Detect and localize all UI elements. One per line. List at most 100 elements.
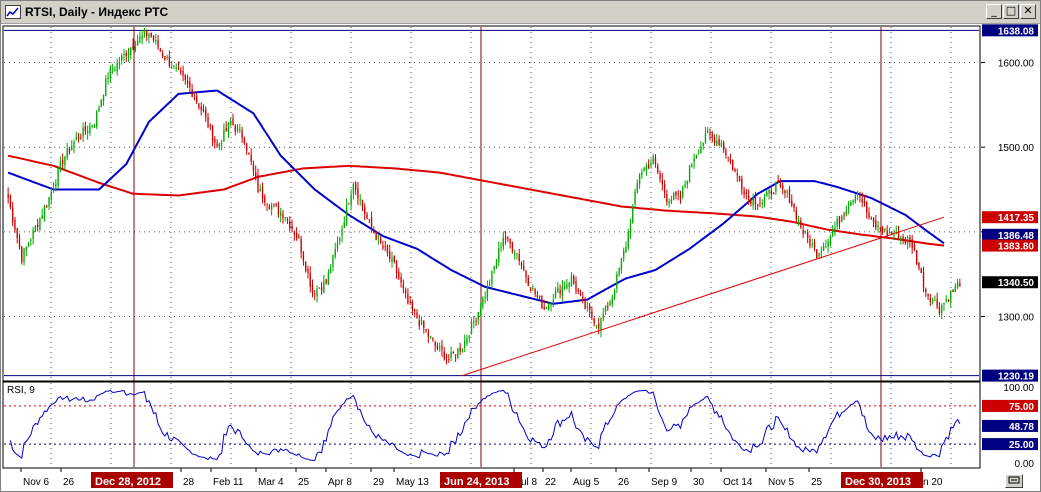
candle-body bbox=[64, 156, 66, 166]
candle-body bbox=[543, 306, 545, 310]
candle-body bbox=[954, 286, 957, 292]
candle-body bbox=[314, 293, 316, 295]
time-axis-label: Nov 5 bbox=[768, 477, 795, 488]
candle-body bbox=[370, 217, 373, 228]
candle-body bbox=[941, 305, 943, 314]
candle-body bbox=[377, 236, 380, 239]
candle-body bbox=[475, 320, 477, 322]
candle-body bbox=[82, 127, 84, 137]
candle-body bbox=[595, 325, 598, 327]
candle-body bbox=[632, 206, 634, 223]
candle-body bbox=[520, 263, 523, 266]
candle-body bbox=[466, 338, 468, 344]
candle-body bbox=[577, 289, 579, 292]
candle-body bbox=[159, 48, 162, 52]
candle-body bbox=[332, 254, 334, 267]
candle-body bbox=[925, 289, 927, 293]
candle-body bbox=[220, 142, 223, 145]
candle-body bbox=[629, 224, 632, 233]
candle-body bbox=[441, 345, 443, 351]
time-axis-label: 25 bbox=[811, 477, 823, 488]
candle-body bbox=[214, 138, 216, 143]
candle-body bbox=[750, 198, 752, 204]
candle-body bbox=[389, 251, 391, 260]
candle-body bbox=[811, 244, 813, 246]
candle-body bbox=[713, 137, 716, 144]
candle-body bbox=[448, 358, 450, 360]
candle-body bbox=[136, 40, 139, 46]
candle-body bbox=[400, 277, 402, 283]
candle-body bbox=[166, 57, 168, 59]
candle-body bbox=[61, 160, 64, 164]
period-lines bbox=[4, 27, 979, 467]
candle-body bbox=[831, 231, 834, 236]
candle-body bbox=[141, 35, 143, 39]
maximize-button[interactable]: □ bbox=[1003, 4, 1019, 19]
candle-body bbox=[670, 199, 673, 203]
chart-area[interactable]: 1600.001500.001400.001300.001638.081417.… bbox=[1, 24, 1040, 491]
last-price-label: 1340.50 bbox=[998, 278, 1035, 289]
candle-body bbox=[139, 36, 141, 43]
candle-body bbox=[559, 289, 561, 294]
candle-body bbox=[93, 125, 96, 127]
candle-body bbox=[843, 214, 845, 216]
candle-body bbox=[189, 81, 191, 88]
candle-body bbox=[668, 201, 670, 205]
candle-body bbox=[661, 179, 663, 185]
candle-body bbox=[305, 261, 307, 271]
candle-body bbox=[200, 107, 202, 111]
price-pane-border bbox=[2, 25, 981, 382]
candle-body bbox=[368, 219, 370, 221]
candlestick-series bbox=[7, 27, 961, 365]
candle-body bbox=[618, 268, 620, 275]
candle-body bbox=[650, 163, 652, 166]
candle-body bbox=[502, 237, 504, 247]
trendline[interactable] bbox=[462, 216, 945, 377]
candle-body bbox=[427, 332, 430, 337]
candle-body bbox=[316, 288, 318, 297]
candle-body bbox=[439, 346, 441, 348]
candle-body bbox=[270, 206, 273, 210]
candle-body bbox=[309, 272, 311, 287]
candle-body bbox=[625, 246, 627, 253]
candle-body bbox=[234, 125, 236, 132]
candle-body bbox=[27, 243, 30, 246]
chart-shift-button[interactable] bbox=[1005, 474, 1023, 488]
candle-body bbox=[513, 253, 516, 255]
candle-body bbox=[239, 129, 241, 131]
candle-body bbox=[861, 198, 863, 203]
candle-body bbox=[55, 183, 57, 187]
title-bar[interactable]: RTSI, Daily - Индекс РТС _ □ ✕ bbox=[1, 1, 1040, 24]
candle-body bbox=[568, 283, 570, 287]
candle-body bbox=[393, 256, 395, 262]
candle-body bbox=[105, 78, 107, 96]
candle-body bbox=[745, 192, 748, 194]
candle-body bbox=[652, 156, 654, 164]
minimize-button[interactable]: _ bbox=[986, 4, 1002, 19]
candle-body bbox=[182, 70, 184, 76]
candle-body bbox=[16, 228, 18, 239]
candle-body bbox=[320, 287, 323, 291]
candle-body bbox=[793, 204, 795, 209]
candle-body bbox=[523, 266, 525, 270]
candle-body bbox=[686, 181, 688, 185]
price-grid bbox=[4, 27, 979, 467]
close-button[interactable]: ✕ bbox=[1020, 4, 1036, 19]
candle-body bbox=[411, 302, 414, 310]
candle-body bbox=[491, 270, 493, 284]
candle-body bbox=[134, 45, 137, 51]
candle-body bbox=[30, 239, 32, 242]
candle-body bbox=[870, 218, 872, 220]
candle-body bbox=[768, 189, 770, 194]
candle-body bbox=[611, 297, 614, 305]
candle-body bbox=[452, 351, 455, 353]
candle-body bbox=[164, 56, 166, 60]
candle-body bbox=[68, 148, 71, 153]
candle-body bbox=[245, 144, 248, 151]
candle-body bbox=[884, 229, 886, 231]
rsi-line bbox=[9, 389, 961, 461]
candle-body bbox=[518, 254, 520, 262]
candle-body bbox=[180, 70, 182, 73]
candle-body bbox=[34, 226, 37, 232]
rsi-pane-border bbox=[2, 381, 981, 469]
